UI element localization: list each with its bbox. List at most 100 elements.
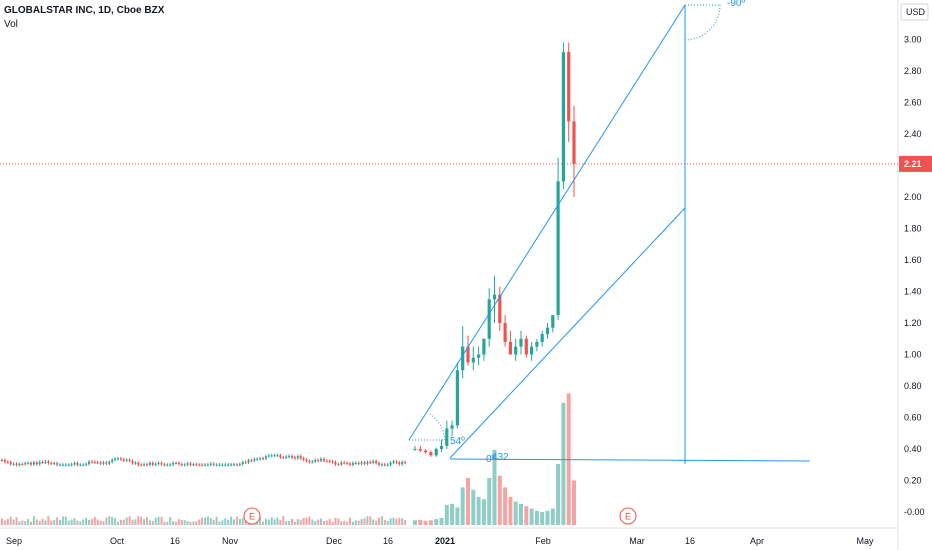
volume-bar [434, 519, 439, 525]
volume-bar [351, 521, 354, 525]
volume-bar [308, 516, 311, 525]
candle-body [227, 464, 230, 466]
candle-body [346, 462, 349, 464]
candle-body [279, 455, 282, 458]
volume-bar [137, 516, 140, 525]
volume-bar [195, 521, 198, 525]
volume-bar [201, 517, 204, 525]
candle-body [256, 458, 259, 460]
channel-upper-line [408, 4, 686, 441]
volume-bar [35, 519, 38, 525]
candle-body [186, 463, 189, 465]
candle-body [363, 462, 366, 464]
candle-body [524, 338, 528, 355]
price-tick-label: 1.40 [904, 287, 922, 297]
volume-bar [88, 520, 90, 525]
candle-body [334, 462, 337, 465]
volume-bar [85, 518, 88, 525]
volume-bar [331, 521, 334, 525]
candle-body [9, 462, 12, 465]
price-tick-label: 1.00 [904, 350, 922, 360]
candle-body [466, 346, 470, 363]
volume-bar [476, 496, 481, 525]
candle-body [305, 459, 308, 462]
candle-body [238, 463, 241, 465]
volume-bar [125, 517, 128, 525]
candle-body [122, 459, 125, 461]
volume-bar [282, 516, 285, 525]
candle-body [32, 462, 35, 465]
candle-body [114, 458, 117, 460]
time-axis-label: Oct [110, 536, 125, 546]
volume-bar [322, 521, 325, 525]
candle-body [349, 463, 351, 465]
time-axis-label: May [856, 536, 874, 546]
volume-bar [230, 516, 233, 525]
volume-bar [404, 519, 407, 525]
volume-bar [357, 520, 360, 525]
candle-body [209, 463, 212, 465]
time-axis-label: Sep [6, 536, 22, 546]
volume-bar [279, 519, 282, 525]
volume-bar [360, 519, 363, 525]
volume-bar [550, 508, 555, 525]
volume-bar [545, 510, 550, 525]
volume-bar [24, 521, 27, 525]
price-tick-label: 2.40 [904, 129, 922, 139]
candle-body [99, 462, 102, 464]
currency-box [900, 3, 929, 21]
earnings-marker-icon [243, 507, 261, 525]
current-price-tag [899, 155, 932, 172]
volume-bar [346, 521, 349, 525]
symbol-title: GLOBALSTAR INC, 1D, Cboe BZX [4, 5, 165, 16]
horizontal-line [449, 458, 811, 462]
volume-bar [175, 521, 177, 525]
volume-bar [460, 487, 465, 525]
volume-bar [114, 518, 117, 525]
volume-bar [32, 516, 35, 525]
candle-body [198, 464, 201, 466]
volume-bar [337, 518, 340, 525]
volume-bar [302, 518, 305, 525]
volume-bar [497, 475, 502, 525]
volume-bar [79, 521, 82, 525]
volume-bar [524, 506, 529, 525]
candle-body [545, 327, 550, 335]
volume-bar [354, 520, 357, 525]
current-price-label: 2.21 [904, 159, 922, 169]
candle-body [201, 464, 204, 466]
volume-bar [395, 518, 398, 525]
volume-bar [311, 519, 314, 525]
candle-body [125, 459, 128, 461]
candle-body [285, 456, 288, 458]
candle-body [215, 464, 218, 466]
volume-bar [30, 521, 32, 525]
volume-bar [183, 520, 186, 525]
volume-bar [166, 521, 169, 525]
candle-body [262, 458, 264, 460]
candle-body [337, 464, 340, 466]
candle-body [429, 452, 433, 456]
volume-bar [160, 517, 163, 525]
candle-body [27, 462, 30, 464]
candle-body [3, 460, 6, 462]
candle-body [530, 346, 534, 355]
candle-body [540, 334, 544, 342]
time-axis-label: Nov [222, 536, 239, 546]
volume-bar [21, 520, 24, 525]
volume-bar [172, 521, 175, 525]
candle-body [88, 461, 90, 464]
volume-bar [291, 518, 293, 525]
volume-bar [389, 518, 392, 525]
volume-bar [146, 517, 148, 525]
volume-bar [44, 520, 47, 525]
volume-bar [47, 516, 50, 525]
candle-body [59, 464, 61, 466]
candle-body [163, 464, 166, 466]
candle-body [492, 294, 497, 300]
volume-bar [340, 521, 343, 525]
time-axis-label: Mar [629, 536, 645, 546]
volume-bar [105, 517, 108, 525]
